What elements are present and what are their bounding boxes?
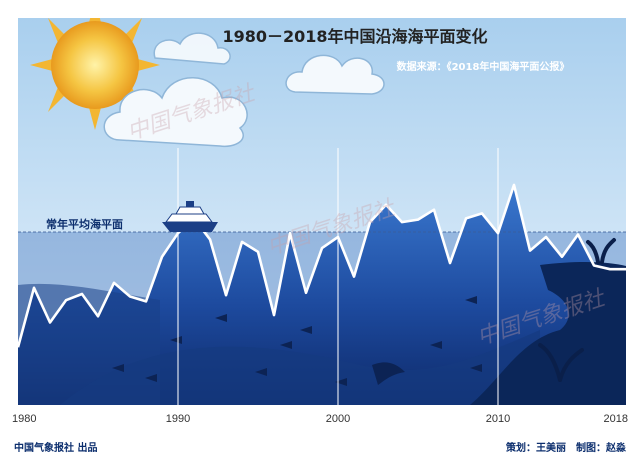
mean-sea-level-label: 常年平均海平面 — [46, 217, 123, 231]
publisher-credit: 中国气象报社 出品 — [14, 441, 97, 454]
sea-level-line — [18, 183, 626, 348]
x-tick-label: 1980 — [12, 413, 36, 425]
x-tick-label: 2010 — [486, 413, 510, 425]
x-axis-ticks: 1980 1990 2000 2010 2018 — [12, 413, 628, 425]
cruise-ship-icon — [162, 201, 218, 232]
seabed-middle — [60, 330, 540, 405]
x-tick-label: 1990 — [166, 413, 190, 425]
reef-right — [470, 262, 626, 405]
x-tick-label: 2018 — [604, 413, 628, 425]
x-tick-label: 2000 — [326, 413, 350, 425]
sun-icon — [30, 18, 160, 130]
design-credit: 策划：王美丽 制图：赵淼 — [506, 441, 627, 454]
fish-icon — [112, 296, 482, 386]
sea-level-area — [18, 184, 626, 405]
year-gridlines — [177, 148, 499, 405]
coral-icon — [538, 238, 616, 382]
chart-title: 1980－2018年中国沿海海平面变化 — [222, 27, 487, 46]
manta-ray-icon — [372, 362, 405, 385]
data-source: 数据来源：《2018年中国海平面公报》 — [397, 60, 570, 73]
cloud-icon — [103, 32, 385, 148]
